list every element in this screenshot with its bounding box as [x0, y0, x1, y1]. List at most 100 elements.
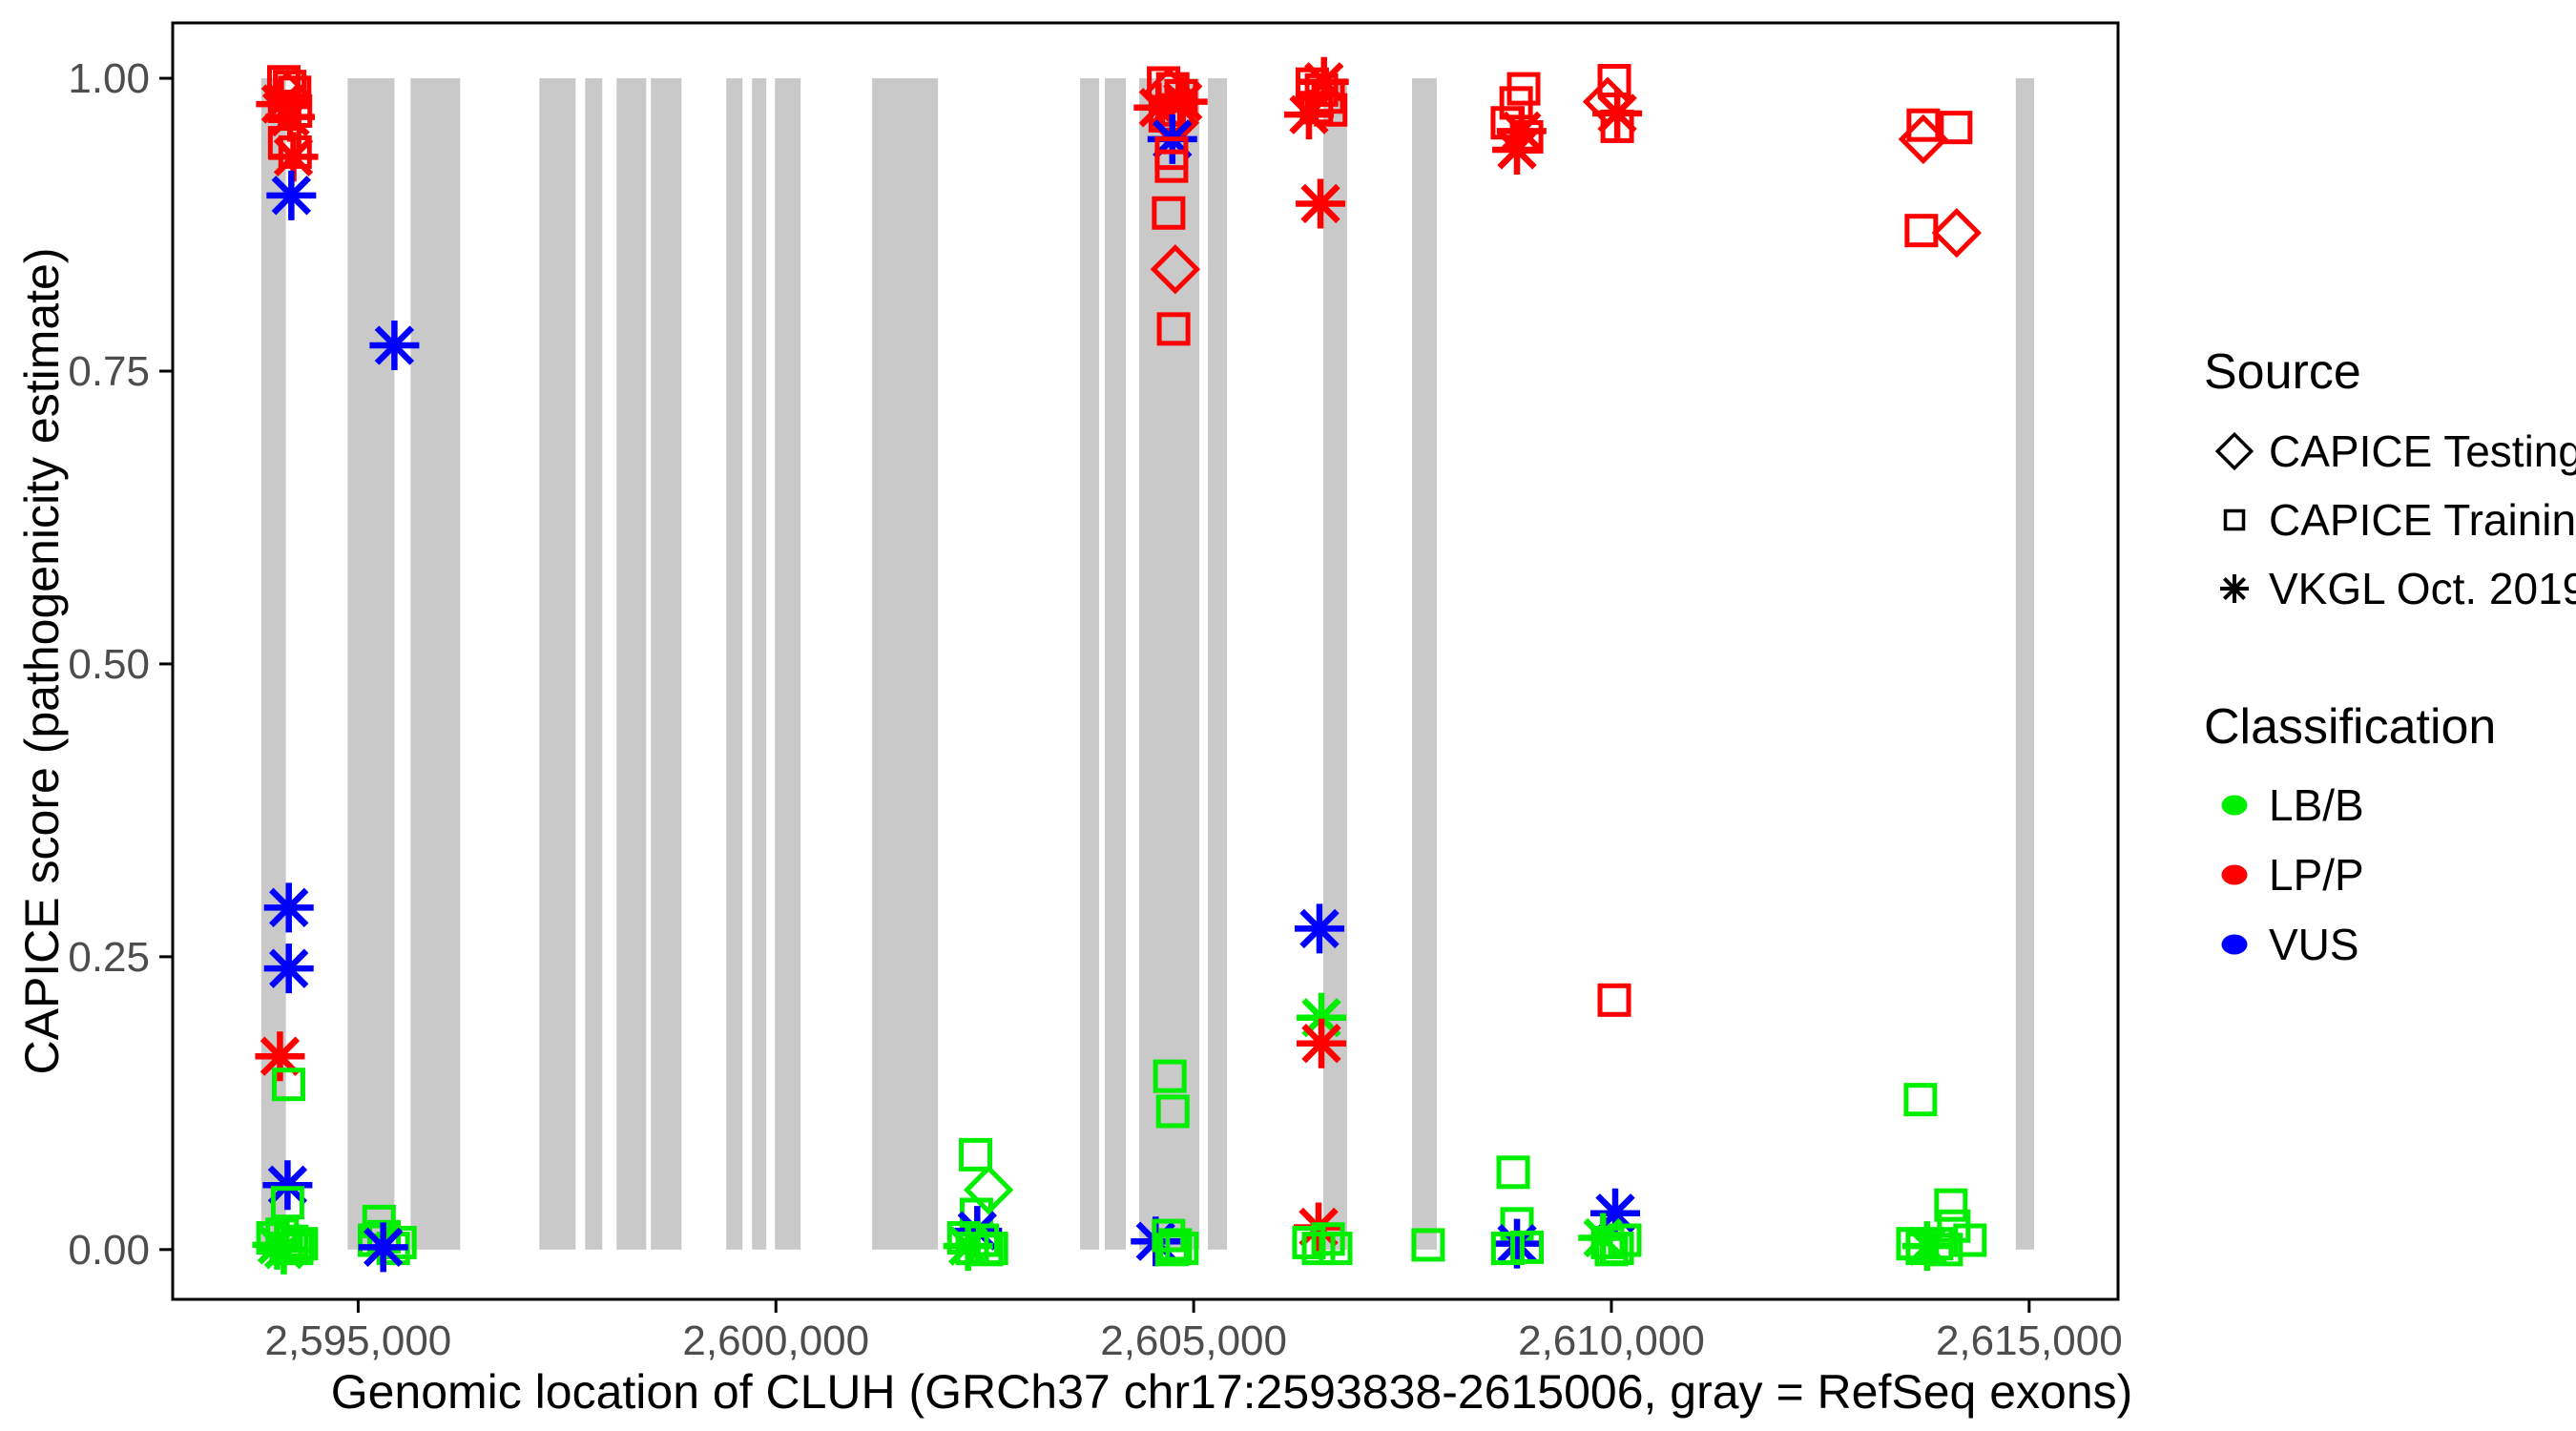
data-point-asterisk — [374, 325, 415, 365]
panel-border — [171, 21, 2120, 1301]
square-icon — [2204, 489, 2265, 550]
exon-bar — [410, 78, 461, 1250]
legend-source-label: CAPICE Training — [2269, 495, 2576, 545]
data-point-square — [1906, 108, 1941, 142]
data-point-asterisk — [1300, 183, 1340, 224]
data-point-diamond — [1898, 114, 1949, 165]
legend-classification-label: VUS — [2269, 920, 2359, 969]
data-point-square — [271, 1068, 305, 1102]
data-point-asterisk — [363, 1227, 404, 1268]
exon-bar — [1208, 78, 1228, 1250]
data-point-square — [278, 135, 312, 169]
x-axis-title: Genomic location of CLUH (GRCh37 chr17:2… — [330, 1365, 2133, 1419]
data-point-square — [1152, 196, 1186, 230]
data-point-asterisk — [1289, 94, 1329, 135]
legend-classification-title: Classification — [2204, 699, 2497, 755]
exon-bar — [539, 78, 576, 1250]
legend-item-diamond: CAPICE Testing — [2204, 417, 2576, 486]
data-point-square — [1953, 1223, 1987, 1257]
diamond-icon — [2204, 421, 2265, 482]
data-point-asterisk — [260, 1036, 301, 1076]
x-tick-label: 2,600,000 — [682, 1317, 869, 1364]
exon-bar — [1080, 78, 1100, 1250]
exon-bar — [651, 78, 682, 1250]
y-tick-label: 0.50 — [68, 641, 150, 688]
data-point-square — [969, 1233, 1004, 1267]
y-tick-label: 0.00 — [68, 1227, 150, 1274]
asterisk-icon — [2204, 558, 2265, 619]
legend-item-lb-b: LB/B — [2204, 771, 2364, 840]
exon-bar — [616, 78, 647, 1250]
x-tick-label: 2,615,000 — [1936, 1317, 2123, 1364]
data-point-asterisk — [269, 948, 309, 988]
data-point-asterisk — [1304, 62, 1344, 102]
x-tick-label: 2,605,000 — [1100, 1317, 1287, 1364]
data-point-square — [1496, 1155, 1530, 1190]
color-dot-icon — [2204, 914, 2265, 975]
data-point-square — [1490, 1232, 1525, 1266]
legend-source-label: CAPICE Testing — [2269, 426, 2576, 476]
data-point-square — [1411, 1228, 1445, 1262]
data-point-square — [1153, 1059, 1187, 1093]
data-point-asterisk — [1163, 81, 1203, 122]
data-point-square — [1311, 1222, 1345, 1256]
exon-bar — [1323, 78, 1347, 1250]
data-point-square — [267, 90, 301, 124]
y-tick-label: 0.25 — [68, 934, 150, 981]
data-point-square — [1158, 1228, 1193, 1262]
data-point-square — [1934, 1188, 1968, 1222]
exon-bar — [347, 78, 395, 1250]
exon-bar — [1412, 78, 1437, 1250]
data-point-square — [1155, 1094, 1190, 1129]
data-point-asterisk — [263, 1230, 304, 1270]
x-tick-label: 2,595,000 — [265, 1317, 452, 1364]
exon-bar — [726, 78, 743, 1250]
data-point-asterisk — [267, 1165, 308, 1205]
data-point-square — [1597, 983, 1631, 1017]
legend-classification-label: LP/P — [2269, 850, 2364, 900]
data-point-square — [1510, 1230, 1545, 1264]
data-point-square — [1600, 109, 1634, 143]
exon-bar — [775, 78, 801, 1250]
legend-item-asterisk: VKGL Oct. 2019 — [2204, 554, 2576, 623]
data-point-asterisk — [1907, 1226, 1947, 1266]
data-point-square — [959, 1137, 993, 1172]
exon-bar — [872, 78, 939, 1250]
data-point-square — [1301, 1232, 1336, 1266]
exon-bar — [585, 78, 603, 1250]
data-point-square — [1594, 1233, 1629, 1267]
data-point-square — [270, 1186, 304, 1220]
data-point-square — [1156, 312, 1191, 346]
data-point-square — [1939, 111, 1973, 145]
legend-classification-label: LB/B — [2269, 780, 2364, 830]
exon-bar — [1105, 78, 1127, 1250]
legend-item-lp-p: LP/P — [2204, 840, 2364, 909]
exon-bar — [752, 78, 767, 1250]
y-tick-label: 0.75 — [68, 348, 150, 395]
legend-item-square: CAPICE Training — [2204, 486, 2576, 554]
data-point-square — [1590, 1225, 1625, 1259]
data-point-square — [284, 1227, 319, 1261]
data-point-square — [1904, 214, 1939, 248]
data-point-asterisk — [1497, 130, 1537, 170]
y-tick-label: 1.00 — [68, 55, 150, 102]
color-dot-icon — [2204, 775, 2265, 836]
data-point-asterisk — [1299, 908, 1340, 949]
exon-bar — [2015, 78, 2035, 1250]
data-point-asterisk — [271, 176, 312, 216]
data-point-square — [1499, 86, 1533, 120]
data-point-square — [1154, 1233, 1189, 1267]
data-point-diamond — [1150, 244, 1201, 295]
data-point-square — [1154, 149, 1189, 183]
data-point-square — [1319, 1232, 1353, 1266]
color-dot-icon — [2204, 844, 2265, 905]
y-axis-title: CAPICE score (pathogenicity estimate) — [15, 247, 69, 1075]
data-point-diamond — [1931, 207, 1982, 259]
legend-item-vus: VUS — [2204, 910, 2359, 979]
data-point-square — [1903, 1083, 1938, 1117]
data-point-asterisk — [269, 887, 309, 928]
legend-source-label: VKGL Oct. 2019 — [2269, 564, 2576, 613]
data-point-asterisk — [1301, 1024, 1341, 1064]
